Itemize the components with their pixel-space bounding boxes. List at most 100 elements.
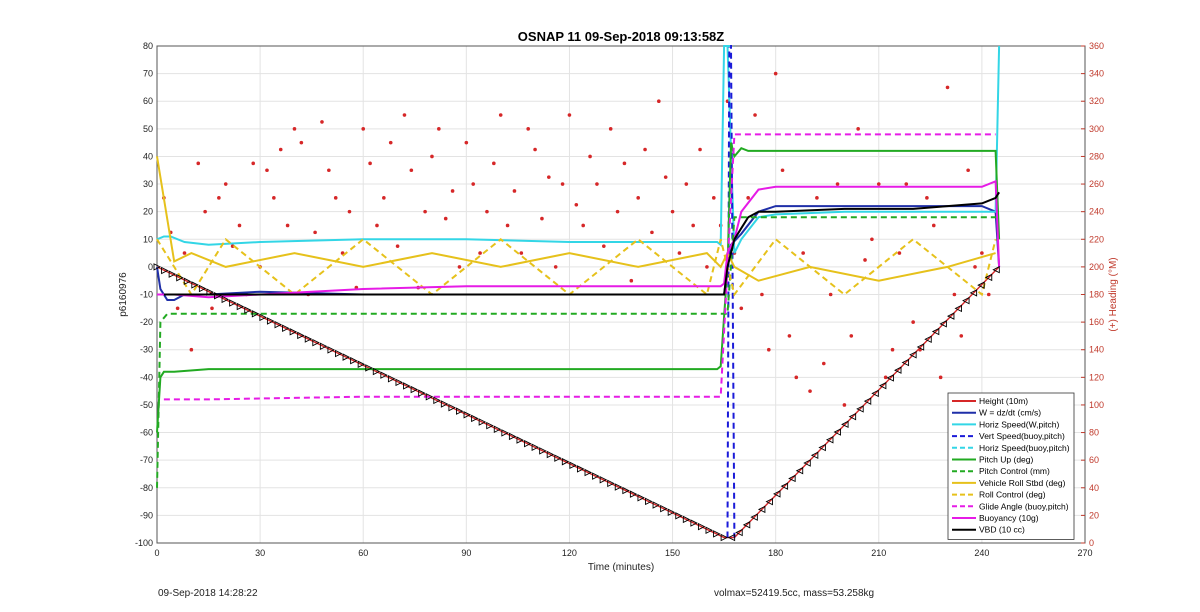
height-marker <box>818 443 826 452</box>
height-marker <box>780 482 789 490</box>
height-marker <box>645 497 653 506</box>
heading-point <box>615 209 620 214</box>
heading-point <box>828 292 833 297</box>
height-marker <box>803 459 811 467</box>
height-marker <box>614 483 623 491</box>
height-marker <box>660 504 668 513</box>
legend-entry: Height (10m) <box>979 396 1028 406</box>
y-tick-label: -100 <box>135 538 153 548</box>
heading-point <box>547 175 551 179</box>
heading-point <box>519 251 524 255</box>
height-marker <box>841 420 849 429</box>
height-marker <box>327 346 335 354</box>
height-marker <box>478 418 487 426</box>
heading-point <box>870 237 874 242</box>
height-marker <box>176 273 184 282</box>
x-tick-label: 270 <box>1077 548 1092 558</box>
y-right-tick-label: 120 <box>1089 372 1104 382</box>
height-marker <box>863 397 872 405</box>
height-marker <box>266 317 275 325</box>
height-marker <box>214 292 222 300</box>
heading-point <box>382 196 386 200</box>
height-marker <box>282 324 290 332</box>
heading-point <box>375 223 379 228</box>
heading-point <box>272 196 276 200</box>
heading-point <box>773 71 778 76</box>
height-marker <box>206 288 214 296</box>
height-marker <box>954 304 962 313</box>
series-line-2 <box>156 45 1001 254</box>
y-tick-label: -70 <box>140 455 153 465</box>
series-line-3 <box>726 45 736 538</box>
y-tick-label: 80 <box>143 41 153 51</box>
height-marker <box>682 515 691 524</box>
y-tick-label: -60 <box>140 428 153 438</box>
height-marker <box>236 302 245 311</box>
height-marker <box>788 474 796 483</box>
height-marker <box>697 522 706 531</box>
heading-point <box>691 223 695 228</box>
heading-point <box>876 182 881 186</box>
heading-point <box>643 147 647 152</box>
height-marker <box>825 436 834 444</box>
heading-point <box>443 216 448 221</box>
height-marker <box>924 335 932 344</box>
height-marker <box>524 439 532 448</box>
height-marker <box>878 381 887 390</box>
heading-point <box>581 223 585 228</box>
heading-point <box>677 251 682 255</box>
legend-entry: Glide Angle (buoy,pitch) <box>979 501 1069 511</box>
y-tick-label: 40 <box>143 151 153 161</box>
height-marker <box>546 450 555 459</box>
heading-point <box>959 334 964 338</box>
heading-point <box>471 182 476 186</box>
height-marker <box>894 366 902 374</box>
heading-point <box>856 127 860 131</box>
legend-entry: Horiz Speed(buoy,pitch) <box>979 443 1070 453</box>
heading-point <box>313 230 317 235</box>
height-marker <box>946 312 955 320</box>
x-tick-label: 90 <box>461 548 471 558</box>
y-right-tick-label: 0 <box>1089 538 1094 548</box>
height-marker <box>539 447 547 455</box>
height-marker <box>886 374 894 382</box>
y-tick-label: -50 <box>140 400 153 410</box>
x-tick-label: 240 <box>974 548 989 558</box>
heading-point <box>622 161 627 166</box>
heading-point <box>395 244 400 248</box>
heading-point <box>883 375 888 380</box>
legend-entry: Pitch Up (deg) <box>979 455 1033 465</box>
legend-entry: Buoyancy (10g) <box>979 513 1039 523</box>
heading-point <box>265 168 269 173</box>
heading-point <box>602 244 606 248</box>
height-marker <box>508 432 517 441</box>
y-right-tick-label: 280 <box>1089 151 1104 161</box>
series-line-6 <box>156 216 1000 488</box>
height-marker <box>433 396 441 405</box>
height-marker <box>992 265 1000 274</box>
legend: Height (10m)W = dz/dt (cm/s)Horiz Speed(… <box>947 392 1075 540</box>
heading-point <box>223 182 228 186</box>
heading-point <box>210 306 214 311</box>
height-marker <box>395 378 403 387</box>
heading-point <box>492 161 496 166</box>
height-marker <box>561 457 570 466</box>
height-marker <box>576 465 585 473</box>
height-marker <box>931 327 940 336</box>
height-marker <box>629 490 638 498</box>
heading-point <box>333 196 338 200</box>
heading-point <box>760 292 764 297</box>
y-tick-label: 10 <box>143 234 153 244</box>
height-marker <box>410 385 419 394</box>
height-marker <box>833 428 841 436</box>
heading-point <box>368 161 372 166</box>
heading-point <box>512 189 517 193</box>
x-tick-label: 30 <box>255 548 265 558</box>
y-right-tick-label: 220 <box>1089 234 1104 244</box>
height-marker <box>471 414 479 423</box>
heading-point <box>766 347 771 352</box>
height-marker <box>342 353 351 361</box>
height-marker <box>425 393 434 401</box>
heading-point <box>526 127 530 131</box>
